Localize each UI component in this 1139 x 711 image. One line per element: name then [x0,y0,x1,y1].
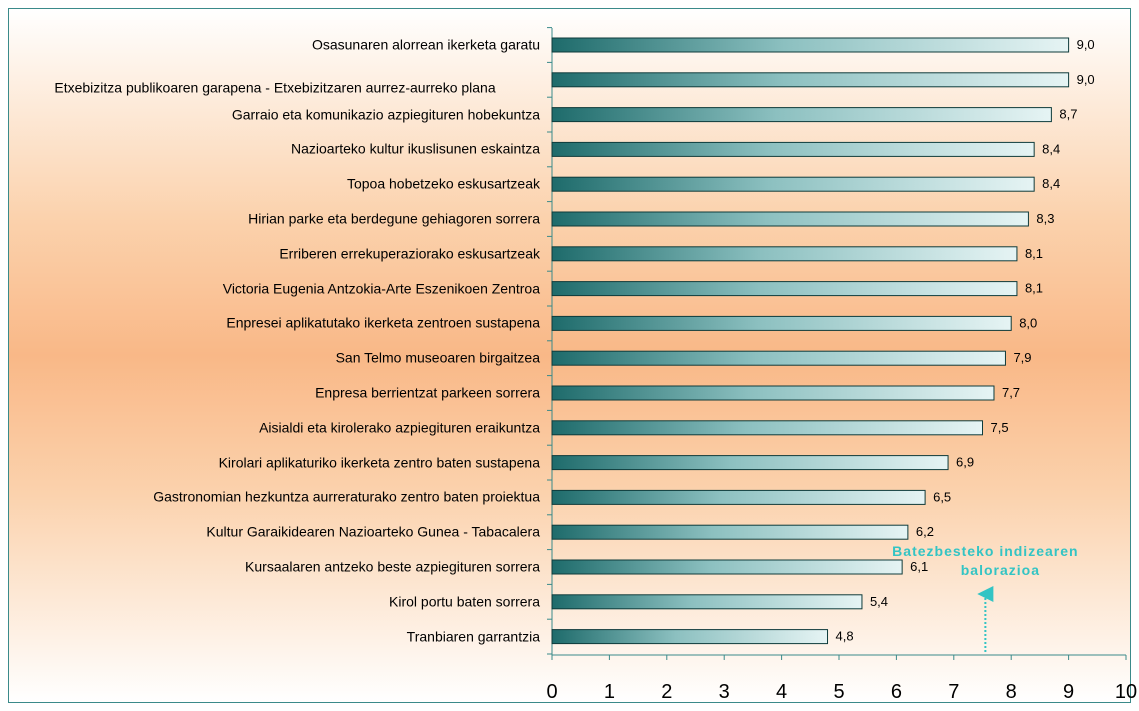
bar [551,107,1052,123]
category-label: Tranbiaren garrantzia [406,628,540,645]
annotation: Batezbesteko indizearen balorazioa [892,543,1078,578]
bar [551,211,1029,227]
category-label: Victoria Eugenia Antzokia-Arte Eszenikoe… [222,280,540,297]
category-label: Kirol portu baten sorrera [389,593,540,610]
x-tick-label: 6 [891,681,902,703]
category-label: Kursaalaren antzeko beste azpiegituren s… [245,558,540,575]
bar [551,629,829,645]
bar [551,594,863,610]
value-label: 7,7 [1002,385,1020,400]
value-label: 9,0 [1077,72,1095,87]
category-label: Garraio eta komunikazio azpiegituren hob… [231,106,540,123]
value-label: 8,7 [1059,107,1077,122]
x-tick-label: 7 [948,681,959,703]
x-tick-label: 1 [604,681,615,703]
category-label: Enpresei aplikatutako ikerketa zentroen … [226,314,540,331]
value-label: 5,4 [870,594,888,609]
category-label: Osasunaren alorrean ikerketa garatu [311,36,540,53]
bar [551,281,1018,297]
category-label: Gastronomian hezkuntza aurreraturako zen… [153,488,540,505]
value-label: 4,8 [836,629,854,644]
category-label: Nazioarteko kultur ikuslisunen eskaintza [290,140,540,157]
value-label: 6,2 [916,524,934,539]
bar [551,455,949,471]
bar [551,489,926,505]
value-label: 8,1 [1025,246,1043,261]
x-tick-label: 9 [1063,681,1074,703]
category-label: Kultur Garaikidearen Nazioarteko Gunea -… [206,523,540,540]
category-label: Enpresa berrientzat parkeen sorrera [315,384,540,401]
category-label: San Telmo museoaren birgaitzea [335,349,540,366]
bar [551,420,983,436]
value-label: 6,9 [956,455,974,470]
value-label: 8,1 [1025,281,1043,296]
value-label: 8,0 [1019,315,1037,330]
value-label: 6,1 [910,559,928,574]
x-tick-label: 5 [833,681,844,703]
x-tick-label: 2 [661,681,672,703]
bar [551,559,903,575]
category-label: Hirian parke eta berdegune gehiagoren so… [248,210,540,227]
x-tick-label: 0 [546,681,557,703]
value-label: 6,5 [933,489,951,504]
value-label: 8,4 [1042,141,1060,156]
value-label: 8,3 [1036,211,1054,226]
bar [551,37,1070,53]
value-label: 8,4 [1042,176,1060,191]
bar [551,176,1035,192]
category-label: Aisialdi eta kirolerako azpiegituren era… [259,419,540,436]
category-label: Erriberen errekuperaziorako eskusartzeak [279,245,540,262]
category-label: Kirolari aplikaturiko ikerketa zentro ba… [218,454,540,471]
bar [551,385,995,401]
category-label: Topoa hobetzeko eskusartzeak [346,175,540,192]
bar [551,246,1018,262]
category-label: Etxebizitza publikoaren garapena - Etxeb… [54,79,496,96]
bar [551,524,909,540]
x-tick-label: 3 [719,681,730,703]
bar [551,350,1006,366]
value-label: 7,9 [1013,350,1031,365]
bar [551,72,1070,88]
x-tick-label: 10 [1115,681,1137,703]
bar [551,315,1012,331]
bar [551,141,1035,157]
x-tick-label: 4 [776,681,787,703]
value-label: 9,0 [1077,37,1095,52]
x-tick-label: 8 [1006,681,1017,703]
value-label: 7,5 [991,420,1009,435]
